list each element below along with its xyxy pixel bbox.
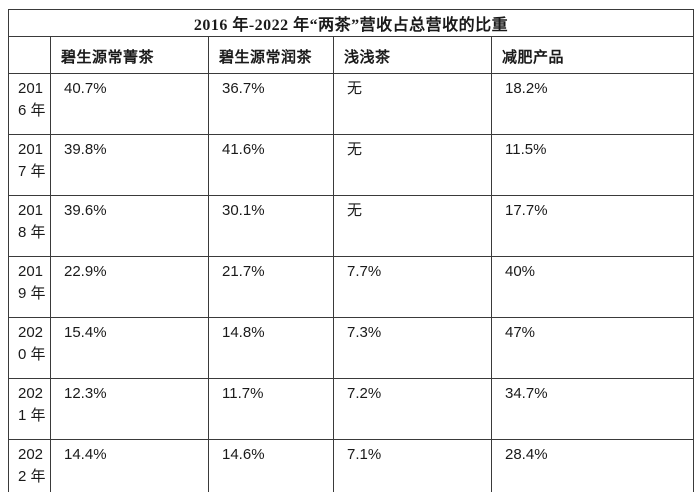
year-cell: 2018 年 bbox=[8, 195, 51, 257]
data-cell: 7.1% bbox=[333, 439, 492, 492]
header-cell-year-blank bbox=[8, 36, 51, 74]
data-cell: 无 bbox=[333, 73, 492, 135]
data-cell: 40.7% bbox=[50, 73, 209, 135]
year-cell: 2021 年 bbox=[8, 378, 51, 440]
revenue-proportion-table: 2016 年-2022 年“两茶”营收占总营收的比重 碧生源常菁茶 碧生源常润茶… bbox=[7, 9, 695, 492]
table-row-2022: 2022 年 14.4% 14.6% 7.1% 28.4% bbox=[8, 439, 695, 492]
data-cell: 7.7% bbox=[333, 256, 492, 318]
table-row-2016: 2016 年 40.7% 36.7% 无 18.2% bbox=[8, 73, 695, 135]
data-cell: 15.4% bbox=[50, 317, 209, 379]
table-row-2017: 2017 年 39.8% 41.6% 无 11.5% bbox=[8, 134, 695, 196]
data-cell: 11.5% bbox=[490, 134, 695, 196]
table-row-2018: 2018 年 39.6% 30.1% 无 17.7% bbox=[8, 195, 695, 257]
header-cell-weightloss-products: 减肥产品 bbox=[490, 36, 695, 74]
header-row: 碧生源常菁茶 碧生源常润茶 浅浅茶 减肥产品 bbox=[8, 36, 695, 74]
data-cell: 7.2% bbox=[333, 378, 492, 440]
data-cell: 28.4% bbox=[490, 439, 695, 492]
data-cell: 22.9% bbox=[50, 256, 209, 318]
header-cell-changrun-tea: 碧生源常润茶 bbox=[208, 36, 334, 74]
year-cell: 2017 年 bbox=[8, 134, 51, 196]
data-cell: 47% bbox=[490, 317, 695, 379]
data-cell: 36.7% bbox=[208, 73, 334, 135]
data-cell: 14.4% bbox=[50, 439, 209, 492]
data-cell: 11.7% bbox=[208, 378, 334, 440]
data-cell: 21.7% bbox=[208, 256, 334, 318]
header-cell-qianqian-tea: 浅浅茶 bbox=[333, 36, 492, 74]
data-cell: 无 bbox=[333, 195, 492, 257]
data-cell: 30.1% bbox=[208, 195, 334, 257]
table-row-2021: 2021 年 12.3% 11.7% 7.2% 34.7% bbox=[8, 378, 695, 440]
header-cell-changjing-tea: 碧生源常菁茶 bbox=[50, 36, 209, 74]
year-cell: 2019 年 bbox=[8, 256, 51, 318]
data-cell: 41.6% bbox=[208, 134, 334, 196]
table-row-2020: 2020 年 15.4% 14.8% 7.3% 47% bbox=[8, 317, 695, 379]
data-cell: 14.8% bbox=[208, 317, 334, 379]
data-cell: 39.8% bbox=[50, 134, 209, 196]
title-row: 2016 年-2022 年“两茶”营收占总营收的比重 bbox=[7, 9, 695, 37]
year-cell: 2020 年 bbox=[8, 317, 51, 379]
data-cell: 40% bbox=[490, 256, 695, 318]
year-cell: 2022 年 bbox=[8, 439, 51, 492]
data-cell: 18.2% bbox=[490, 73, 695, 135]
data-cell: 7.3% bbox=[333, 317, 492, 379]
data-cell: 17.7% bbox=[490, 195, 695, 257]
data-cell: 39.6% bbox=[50, 195, 209, 257]
table-title: 2016 年-2022 年“两茶”营收占总营收的比重 bbox=[7, 9, 695, 37]
data-cell: 无 bbox=[333, 134, 492, 196]
data-cell: 34.7% bbox=[490, 378, 695, 440]
table-row-2019: 2019 年 22.9% 21.7% 7.7% 40% bbox=[8, 256, 695, 318]
data-cell: 12.3% bbox=[50, 378, 209, 440]
data-cell: 14.6% bbox=[208, 439, 334, 492]
year-cell: 2016 年 bbox=[8, 73, 51, 135]
